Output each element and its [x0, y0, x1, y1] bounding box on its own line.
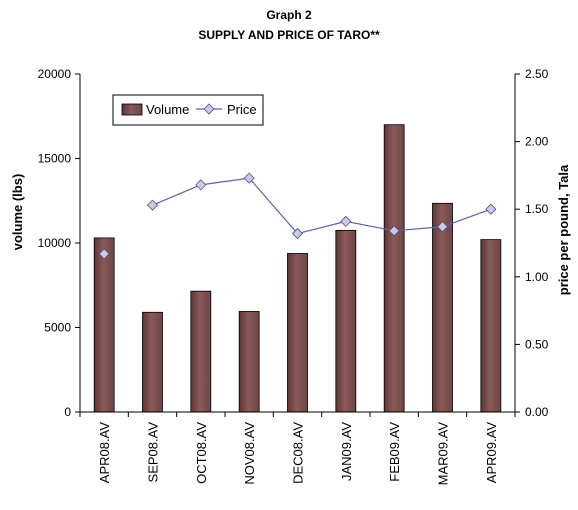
x-tick-label: APR08.AV: [97, 422, 112, 484]
y2-tick-label: 2.50: [525, 67, 549, 81]
bar-volume: [287, 253, 308, 413]
bar-volume: [335, 229, 357, 413]
legend: Volume Price: [112, 94, 264, 126]
x-tick-label: NOV08.AV: [242, 422, 257, 485]
price-point: [485, 203, 497, 215]
y2-tick-label: 1.00: [525, 270, 549, 284]
x-tick-label: APR09.AV: [484, 422, 499, 484]
y2-tick-label: 0.50: [525, 337, 549, 351]
legend-box: [112, 94, 264, 126]
y2-tick-label: 2.00: [525, 135, 549, 149]
price-point: [340, 215, 352, 227]
y-axis-label: volume (lbs): [10, 174, 25, 251]
chart-title: Graph 2: [266, 8, 312, 22]
legend-swatch-price-marker: [203, 103, 215, 115]
y-tick-label: 0: [64, 405, 71, 419]
chart-subtitle: SUPPLY AND PRICE OF TARO**: [198, 28, 380, 42]
y-tick-label: 10000: [38, 236, 72, 250]
x-tick-label: JAN09.AV: [339, 422, 354, 481]
price-point: [243, 172, 255, 184]
price-point: [98, 248, 110, 260]
bar-volume: [238, 311, 260, 413]
price-point: [436, 221, 449, 233]
price-point: [388, 225, 400, 237]
x-tick-label: FEB09.AV: [387, 422, 402, 482]
bar-volume: [93, 237, 115, 413]
price-line: [152, 177, 492, 235]
bar-volume: [190, 290, 212, 413]
legend-label-price: Price: [227, 102, 257, 117]
legend-label-volume: Volume: [146, 102, 189, 117]
x-tick-label: SEP08.AV: [146, 422, 161, 483]
bar-volume: [480, 239, 502, 413]
x-tick-label: MAR09.AV: [436, 422, 451, 486]
y-tick-label: 20000: [38, 67, 72, 81]
x-tick-label: DEC08.AV: [291, 422, 306, 484]
y2-axis-label: price per pound, Tala: [556, 164, 571, 295]
x-tick-label: OCT08.AV: [194, 422, 209, 484]
y2-tick-label: 0.00: [525, 405, 549, 419]
legend-swatch-volume: [121, 103, 143, 116]
y-tick-label: 5000: [44, 321, 71, 335]
bar-volume: [383, 124, 405, 413]
y-tick-label: 15000: [38, 152, 72, 166]
bar-volume: [142, 311, 163, 413]
y2-tick-label: 1.50: [525, 202, 549, 216]
price-point: [146, 199, 159, 211]
price-point: [195, 179, 207, 191]
price-point: [291, 227, 304, 240]
bar-volume: [432, 202, 453, 413]
